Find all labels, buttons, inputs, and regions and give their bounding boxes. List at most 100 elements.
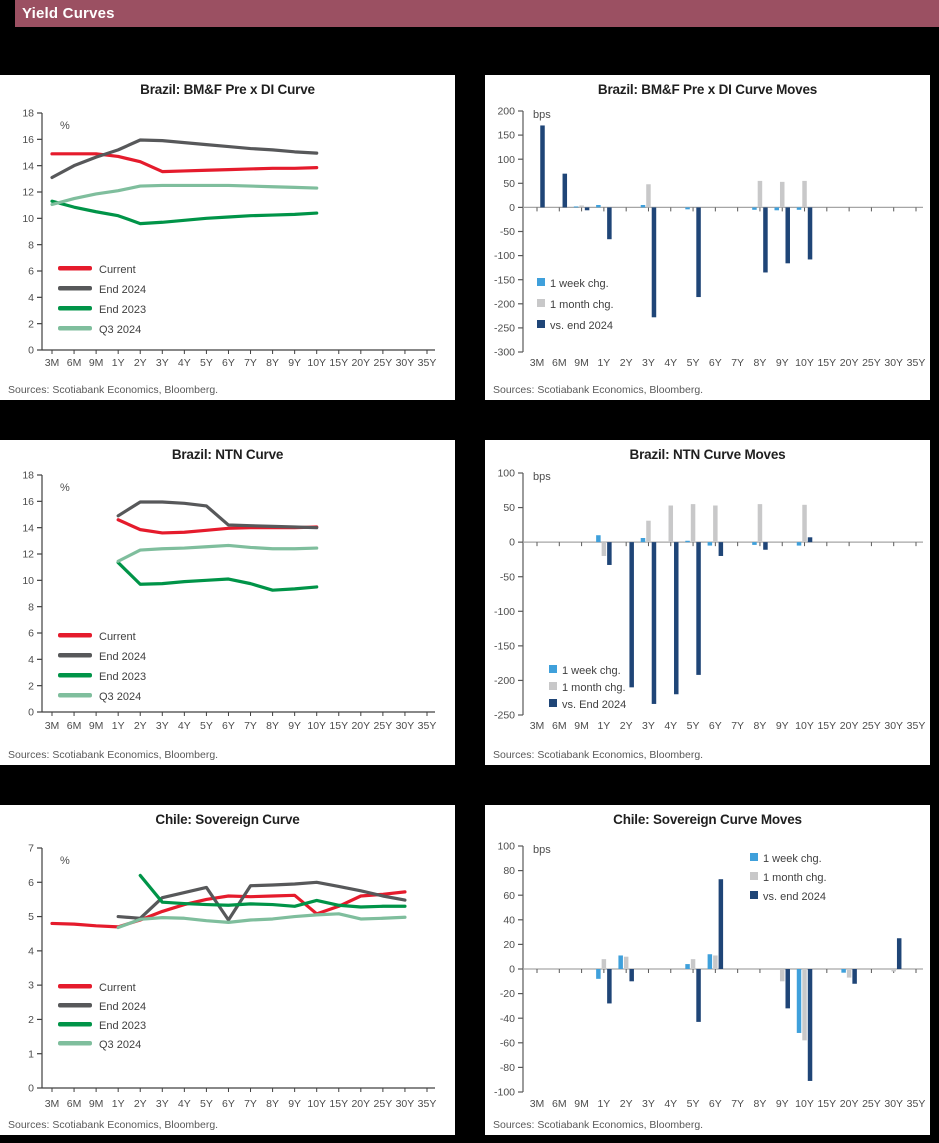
svg-text:10Y: 10Y <box>307 357 326 369</box>
svg-text:7Y: 7Y <box>731 1098 744 1110</box>
svg-text:Current: Current <box>99 264 136 276</box>
bar <box>713 505 718 543</box>
source-note: Sources: Scotiabank Economics, Bloomberg… <box>8 384 219 396</box>
svg-text:15Y: 15Y <box>329 357 348 369</box>
svg-text:1 week chg.: 1 week chg. <box>562 665 621 677</box>
svg-text:2: 2 <box>28 1014 34 1026</box>
svg-text:-150: -150 <box>494 640 515 652</box>
svg-text:3Y: 3Y <box>156 357 169 369</box>
svg-text:3Y: 3Y <box>642 357 655 369</box>
svg-text:7Y: 7Y <box>731 720 744 732</box>
bar <box>674 542 679 695</box>
svg-text:9M: 9M <box>89 357 104 369</box>
bar <box>852 969 857 984</box>
svg-text:7Y: 7Y <box>731 357 744 369</box>
bar <box>623 956 629 969</box>
svg-text:5Y: 5Y <box>200 357 213 369</box>
svg-text:50: 50 <box>503 502 515 514</box>
bar <box>640 537 646 543</box>
svg-text:4: 4 <box>28 292 34 304</box>
svg-text:vs. end 2024: vs. end 2024 <box>550 320 613 332</box>
svg-text:10: 10 <box>22 575 34 587</box>
legend: Current End 2024 End 2023 Q3 2024 <box>58 264 146 336</box>
svg-text:Current: Current <box>99 982 136 994</box>
svg-text:6M: 6M <box>552 1098 567 1110</box>
svg-text:20Y: 20Y <box>840 720 859 732</box>
svg-text:6Y: 6Y <box>709 1098 722 1110</box>
svg-text:End 2024: End 2024 <box>99 1001 146 1013</box>
page-title: Yield Curves <box>22 5 115 22</box>
svg-text:Current: Current <box>99 631 136 643</box>
svg-text:End 2023: End 2023 <box>99 304 146 316</box>
svg-text:1 week chg.: 1 week chg. <box>763 853 822 865</box>
source-note: Sources: Scotiabank Economics, Bloomberg… <box>8 749 219 761</box>
svg-text:10: 10 <box>22 213 34 225</box>
svg-text:9Y: 9Y <box>288 1098 301 1110</box>
svg-text:3M: 3M <box>530 720 545 732</box>
svg-text:30Y: 30Y <box>396 1098 415 1110</box>
svg-text:7Y: 7Y <box>244 357 257 369</box>
bar <box>802 969 807 1041</box>
svg-text:8Y: 8Y <box>754 357 767 369</box>
bars-1-week-chg- <box>596 954 846 1033</box>
svg-text:10Y: 10Y <box>795 357 814 369</box>
svg-text:15Y: 15Y <box>817 720 836 732</box>
bar <box>607 969 612 1004</box>
bar <box>579 205 584 208</box>
svg-text:14: 14 <box>22 522 34 534</box>
panel-chile-sovereign-curve-moves: Chile: Sovereign Curve Moves -100 -80 -60-… <box>485 805 930 1135</box>
bar <box>713 955 718 969</box>
svg-text:20Y: 20Y <box>840 357 859 369</box>
svg-text:18: 18 <box>22 108 34 120</box>
svg-text:4Y: 4Y <box>664 1098 677 1110</box>
svg-text:1Y: 1Y <box>597 357 610 369</box>
svg-text:-60: -60 <box>500 1037 515 1049</box>
svg-text:9M: 9M <box>89 720 104 732</box>
bars-1-week-chg- <box>596 535 802 546</box>
svg-text:5Y: 5Y <box>687 357 700 369</box>
svg-text:12: 12 <box>22 187 34 199</box>
bar <box>540 125 545 208</box>
svg-text:End 2023: End 2023 <box>99 1020 146 1032</box>
svg-text:35Y: 35Y <box>418 1098 437 1110</box>
svg-text:3M: 3M <box>45 720 60 732</box>
svg-text:4Y: 4Y <box>178 357 191 369</box>
svg-text:4Y: 4Y <box>664 720 677 732</box>
svg-text:14: 14 <box>22 160 34 172</box>
panel-brazil-ntn-curve-moves: Brazil: NTN Curve Moves -250 -200 -150 -100… <box>485 440 930 765</box>
svg-text:5Y: 5Y <box>687 1098 700 1110</box>
series-line-end-2023 <box>116 560 319 592</box>
bar <box>807 969 813 1081</box>
legend: 1 week chg. 1 month chg. vs. end 2024 <box>537 278 614 332</box>
svg-text:vs. End 2024: vs. End 2024 <box>562 699 626 711</box>
svg-text:3: 3 <box>28 980 34 992</box>
svg-text:-50: -50 <box>500 226 515 238</box>
x-axis: 3M 6M 9M 1Y 2Y 3Y 4Y 5Y 6Y 7Y 8Y 9Y 10Y 15Y 20Y 25Y 30Y 3… <box>42 1087 437 1110</box>
bar <box>562 173 568 208</box>
series-line-q3-2024 <box>116 912 407 930</box>
svg-text:100: 100 <box>497 841 515 853</box>
bars-1-week-chg- <box>573 204 802 211</box>
bar <box>841 969 846 973</box>
svg-text:6Y: 6Y <box>709 720 722 732</box>
bar <box>601 542 607 556</box>
svg-text:3M: 3M <box>530 357 545 369</box>
x-axis: 3M 6M 9M 1Y 2Y 3Y 4Y 5Y 6Y 7Y 8Y 9Y 10Y 15Y 20Y 25Y 30Y 3… <box>523 968 925 1110</box>
series-line-end-2024 <box>50 138 319 180</box>
svg-text:5Y: 5Y <box>200 1098 213 1110</box>
bar <box>618 955 623 969</box>
panel-brazil-bmf-curve-moves: Brazil: BM&F Pre x DI Curve Moves -300 -2… <box>485 75 930 400</box>
series-line-end-2024 <box>116 500 319 530</box>
svg-text:16: 16 <box>22 134 34 146</box>
svg-text:-150: -150 <box>494 274 515 286</box>
svg-text:15Y: 15Y <box>329 720 348 732</box>
svg-text:9Y: 9Y <box>776 1098 789 1110</box>
bar <box>891 969 896 972</box>
svg-text:10Y: 10Y <box>795 1098 814 1110</box>
chart-title: Chile: Sovereign Curve Moves <box>613 812 802 827</box>
series-line-end-2023 <box>138 873 407 909</box>
svg-text:35Y: 35Y <box>907 720 926 732</box>
bar <box>796 207 802 210</box>
svg-text:25Y: 25Y <box>862 357 881 369</box>
svg-text:9M: 9M <box>574 357 589 369</box>
